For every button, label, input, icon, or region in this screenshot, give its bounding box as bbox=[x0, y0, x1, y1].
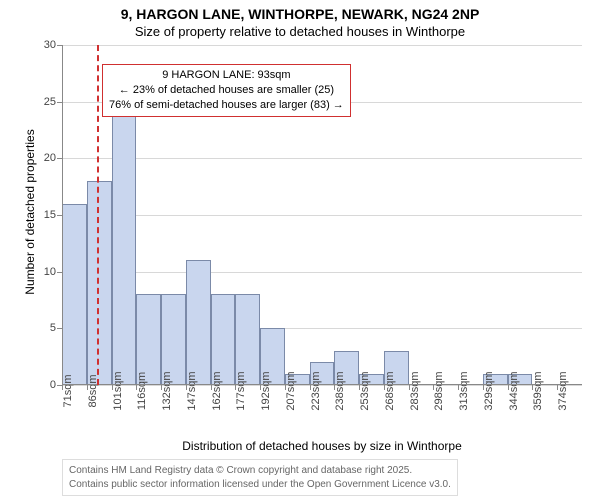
x-tick-label: 359sqm bbox=[532, 371, 544, 410]
footer-line-2: Contains public sector information licen… bbox=[69, 478, 451, 492]
histogram-bar bbox=[112, 102, 137, 385]
y-tick-label: 10 bbox=[44, 266, 56, 278]
footer-attribution: Contains HM Land Registry data © Crown c… bbox=[62, 459, 458, 496]
x-tick-label: 207sqm bbox=[285, 371, 297, 410]
y-tick-label: 15 bbox=[44, 209, 56, 221]
x-tick-label: 162sqm bbox=[211, 371, 223, 410]
x-tick-label: 344sqm bbox=[508, 371, 520, 410]
histogram-bar bbox=[62, 204, 87, 385]
x-tick-label: 238sqm bbox=[334, 371, 346, 410]
y-tick-label: 0 bbox=[50, 379, 56, 391]
grid-line bbox=[62, 158, 582, 159]
y-tick-label: 25 bbox=[44, 96, 56, 108]
x-tick-label: 192sqm bbox=[260, 371, 272, 410]
x-tick-label: 283sqm bbox=[409, 371, 421, 410]
x-axis-line bbox=[62, 384, 582, 385]
x-tick-label: 116sqm bbox=[136, 372, 148, 410]
x-tick-label: 374sqm bbox=[557, 371, 569, 410]
x-tick-label: 71sqm bbox=[62, 374, 74, 407]
x-tick-label: 177sqm bbox=[235, 371, 247, 410]
y-axis-line bbox=[62, 45, 63, 385]
y-tick-label: 30 bbox=[44, 39, 56, 51]
y-tick-label: 20 bbox=[44, 152, 56, 164]
annotation-larger: 76% of semi-detached houses are larger (… bbox=[109, 98, 344, 113]
x-tick-label: 268sqm bbox=[384, 371, 396, 410]
y-axis-label: Number of detached properties bbox=[23, 112, 37, 312]
x-tick-label: 329sqm bbox=[483, 371, 495, 410]
annotation-smaller: ← 23% of detached houses are smaller (25… bbox=[109, 83, 344, 98]
footer-line-1: Contains HM Land Registry data © Crown c… bbox=[69, 464, 451, 478]
annotation-box: 9 HARGON LANE: 93sqm← 23% of detached ho… bbox=[102, 64, 351, 117]
x-axis-label: Distribution of detached houses by size … bbox=[62, 439, 582, 453]
x-tick-label: 147sqm bbox=[186, 371, 198, 410]
x-tick-label: 298sqm bbox=[433, 371, 445, 410]
x-tick-label: 132sqm bbox=[161, 371, 173, 410]
x-tick-label: 313sqm bbox=[458, 371, 470, 410]
grid-line bbox=[62, 215, 582, 216]
grid-line bbox=[62, 272, 582, 273]
histogram-chart: 9, HARGON LANE, WINTHORPE, NEWARK, NG24 … bbox=[0, 0, 600, 500]
chart-title-block: 9, HARGON LANE, WINTHORPE, NEWARK, NG24 … bbox=[0, 6, 600, 39]
x-tick-label: 223sqm bbox=[310, 371, 322, 410]
grid-line bbox=[62, 45, 582, 46]
plot-area: 05101520253071sqm86sqm101sqm116sqm132sqm… bbox=[62, 45, 582, 385]
chart-title: 9, HARGON LANE, WINTHORPE, NEWARK, NG24 … bbox=[0, 6, 600, 22]
x-tick-label: 101sqm bbox=[112, 371, 124, 410]
x-tick-label: 253sqm bbox=[359, 371, 371, 410]
reference-line bbox=[97, 45, 101, 385]
annotation-title: 9 HARGON LANE: 93sqm bbox=[109, 68, 344, 83]
y-tick-label: 5 bbox=[50, 322, 56, 334]
histogram-bar bbox=[186, 260, 211, 385]
chart-subtitle: Size of property relative to detached ho… bbox=[0, 24, 600, 39]
